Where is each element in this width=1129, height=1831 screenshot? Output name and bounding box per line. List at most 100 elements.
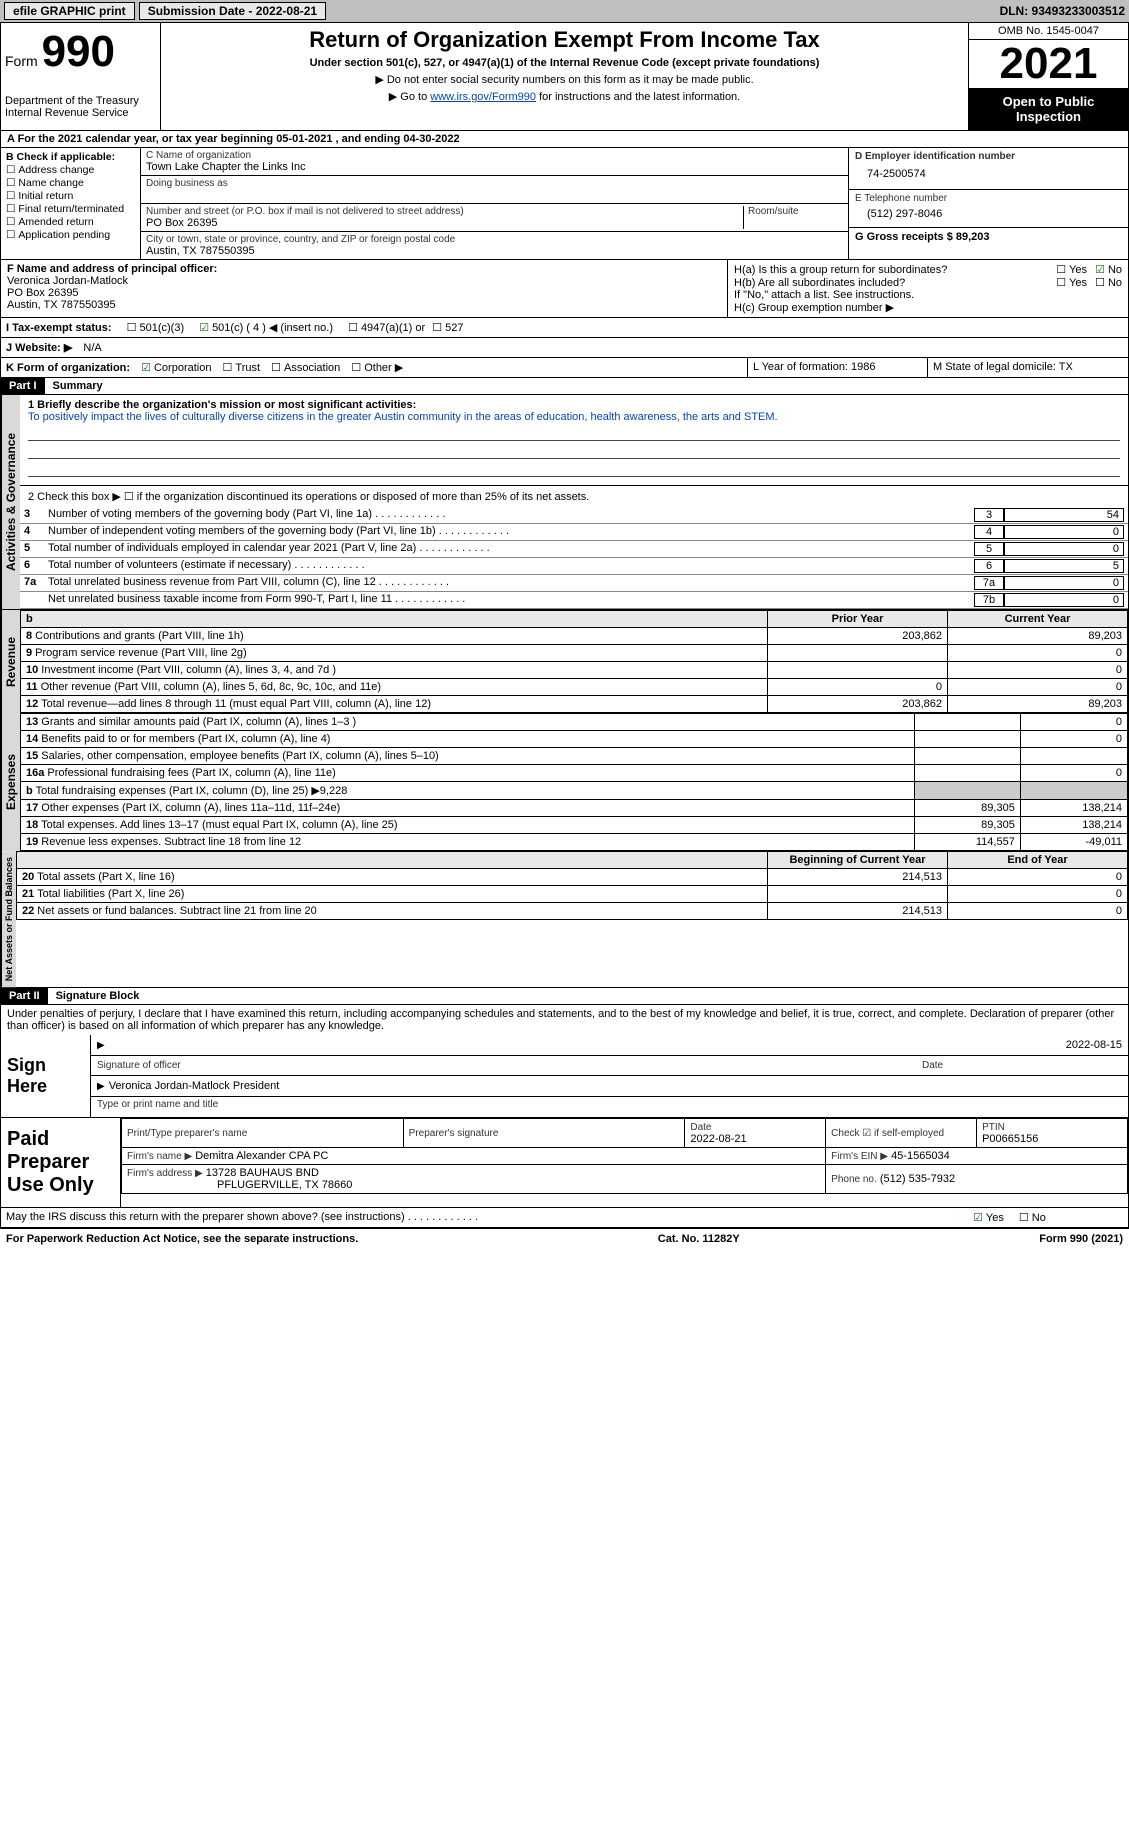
section-bcd: B Check if applicable: Address change Na… <box>0 148 1129 260</box>
org-city: Austin, TX 787550395 <box>146 245 843 257</box>
gross-receipts: G Gross receipts $ 89,203 <box>855 231 990 243</box>
table-row: 12 Total revenue—add lines 8 through 11 … <box>21 696 1128 713</box>
ssn-note: ▶ Do not enter social security numbers o… <box>169 73 960 86</box>
section-fh: F Name and address of principal officer:… <box>0 260 1129 318</box>
phone-label: E Telephone number <box>855 193 1122 204</box>
vert-expenses: Expenses <box>1 713 20 851</box>
summary-line-7a: 7aTotal unrelated business revenue from … <box>20 575 1128 592</box>
tax-year: 2021 <box>969 40 1128 88</box>
check-initial-return[interactable]: Initial return <box>6 190 135 202</box>
check-501c[interactable]: 501(c) ( 4 ) ◀ (insert no.) <box>199 322 333 334</box>
officer-addr1: PO Box 26395 <box>7 287 79 299</box>
dba-label: Doing business as <box>146 178 843 189</box>
perjury-declaration: Under penalties of perjury, I declare th… <box>0 1005 1129 1035</box>
check-other[interactable]: Other ▶ <box>351 362 403 374</box>
room-label: Room/suite <box>748 206 843 217</box>
goto-note: ▶ Go to www.irs.gov/Form990 for instruct… <box>169 90 960 103</box>
revenue-table: bPrior YearCurrent Year 8 Contributions … <box>20 610 1128 713</box>
hb-yes[interactable]: Yes <box>1056 276 1087 289</box>
irs-form990-link[interactable]: www.irs.gov/Form990 <box>430 91 536 103</box>
check-4947[interactable]: 4947(a)(1) or <box>348 322 425 334</box>
part1-header: Part I Summary <box>0 378 1129 395</box>
table-row: 16a Professional fundraising fees (Part … <box>21 765 1128 782</box>
form-header: Form 990 Department of the Treasury Inte… <box>0 22 1129 131</box>
efile-print-button[interactable]: efile GRAPHIC print <box>4 2 135 20</box>
discuss-row: May the IRS discuss this return with the… <box>0 1208 1129 1228</box>
date-label: Date <box>922 1060 1122 1071</box>
hc-label: H(c) Group exemption number ▶ <box>734 301 1122 314</box>
vert-revenue: Revenue <box>1 610 20 713</box>
check-association[interactable]: Association <box>271 362 340 374</box>
year-formation: L Year of formation: 1986 <box>748 358 928 377</box>
check-application-pending[interactable]: Application pending <box>6 229 135 241</box>
mission-text: To positively impact the lives of cultur… <box>28 411 1120 423</box>
table-row: 8 Contributions and grants (Part VIII, l… <box>21 628 1128 645</box>
discuss-yes[interactable]: Yes <box>973 1212 1004 1224</box>
check-address-change[interactable]: Address change <box>6 164 135 176</box>
check-trust[interactable]: Trust <box>223 362 261 374</box>
net-assets-table: Beginning of Current YearEnd of Year 20 … <box>16 851 1128 920</box>
paid-preparer-block: Paid Preparer Use Only Print/Type prepar… <box>0 1118 1129 1208</box>
section-c: C Name of organization Town Lake Chapter… <box>141 148 848 259</box>
table-row: 11 Other revenue (Part VIII, column (A),… <box>21 679 1128 696</box>
vert-net-assets: Net Assets or Fund Balances <box>1 851 16 987</box>
hb-label: H(b) Are all subordinates included? <box>734 277 1056 289</box>
city-label: City or town, state or province, country… <box>146 234 843 245</box>
type-print-label: Type or print name and title <box>91 1097 1128 1112</box>
org-name: Town Lake Chapter the Links Inc <box>146 161 843 173</box>
dln-label: DLN: 93493233003512 <box>1000 4 1125 18</box>
table-row: 13 Grants and similar amounts paid (Part… <box>21 714 1128 731</box>
table-row: 14 Benefits paid to or for members (Part… <box>21 731 1128 748</box>
officer-printed-name: Veronica Jordan-Matlock President <box>109 1080 280 1092</box>
ha-no[interactable]: No <box>1095 263 1122 276</box>
check-final-return[interactable]: Final return/terminated <box>6 203 135 215</box>
part2-header: Part II Signature Block <box>0 988 1129 1005</box>
open-to-public: Open to Public Inspection <box>969 88 1128 130</box>
website-value: N/A <box>83 342 101 354</box>
table-row: 21 Total liabilities (Part X, line 26)0 <box>17 886 1128 903</box>
expenses-table: 13 Grants and similar amounts paid (Part… <box>20 713 1128 851</box>
org-address: PO Box 26395 <box>146 217 743 229</box>
form-prefix: Form <box>5 53 38 69</box>
hb-note: If "No," attach a list. See instructions… <box>734 289 1122 301</box>
ha-label: H(a) Is this a group return for subordin… <box>734 264 1056 276</box>
form-subtitle: Under section 501(c), 527, or 4947(a)(1)… <box>169 57 960 69</box>
sig-date: 2022-08-15 <box>1066 1039 1122 1051</box>
table-row: 18 Total expenses. Add lines 13–17 (must… <box>21 817 1128 834</box>
ha-yes[interactable]: Yes <box>1056 263 1087 276</box>
check-corporation[interactable]: Corporation <box>141 362 211 374</box>
table-row: 19 Revenue less expenses. Subtract line … <box>21 834 1128 851</box>
part1-body: Activities & Governance 1 Briefly descri… <box>0 395 1129 609</box>
table-row: 15 Salaries, other compensation, employe… <box>21 748 1128 765</box>
mission-label: 1 Briefly describe the organization's mi… <box>28 399 416 411</box>
check-amended-return[interactable]: Amended return <box>6 216 135 228</box>
sig-officer-label: Signature of officer <box>97 1060 922 1071</box>
summary-line-6: 6Total number of volunteers (estimate if… <box>20 558 1128 575</box>
omb-number: OMB No. 1545-0047 <box>969 23 1128 40</box>
section-d: D Employer identification number 74-2500… <box>848 148 1128 259</box>
table-row: 9 Program service revenue (Part VIII, li… <box>21 645 1128 662</box>
summary-line-5: 5Total number of individuals employed in… <box>20 541 1128 558</box>
section-j: J Website: ▶ N/A <box>0 338 1129 358</box>
table-row: 10 Investment income (Part VIII, column … <box>21 662 1128 679</box>
check-name-change[interactable]: Name change <box>6 177 135 189</box>
hb-no[interactable]: No <box>1095 276 1122 289</box>
section-b: B Check if applicable: Address change Na… <box>1 148 141 259</box>
phone-value: (512) 297-8046 <box>855 204 1122 224</box>
line2: 2 Check this box ▶ ☐ if the organization… <box>20 486 1128 507</box>
page-footer: For Paperwork Reduction Act Notice, see … <box>0 1228 1129 1249</box>
officer-name: Veronica Jordan-Matlock <box>7 275 128 287</box>
state-domicile: M State of legal domicile: TX <box>928 358 1128 377</box>
table-row: 20 Total assets (Part X, line 16)214,513… <box>17 869 1128 886</box>
check-501c3[interactable]: 501(c)(3) <box>127 322 185 334</box>
section-i: I Tax-exempt status: 501(c)(3) 501(c) ( … <box>0 318 1129 338</box>
dept-label: Department of the Treasury <box>5 95 156 107</box>
org-name-label: C Name of organization <box>146 150 843 161</box>
section-klm: K Form of organization: Corporation Trus… <box>0 358 1129 378</box>
officer-label: F Name and address of principal officer: <box>7 263 217 275</box>
irs-label: Internal Revenue Service <box>5 107 156 119</box>
ein-value: 74-2500574 <box>855 162 1122 186</box>
discuss-no[interactable]: No <box>1019 1212 1046 1224</box>
check-527[interactable]: 527 <box>432 322 463 334</box>
section-a-tax-year: A For the 2021 calendar year, or tax yea… <box>0 131 1129 148</box>
